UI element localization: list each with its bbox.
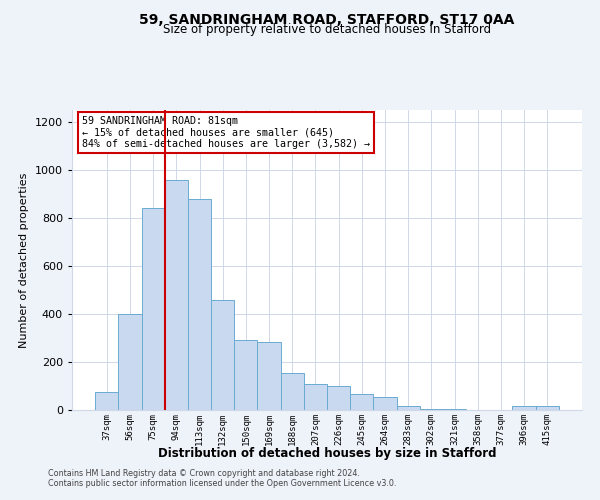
Bar — [257, 342, 281, 410]
Bar — [188, 199, 211, 410]
Bar — [536, 406, 559, 410]
Bar — [142, 208, 165, 410]
Bar — [512, 406, 536, 410]
Y-axis label: Number of detached properties: Number of detached properties — [19, 172, 29, 348]
Text: Contains public sector information licensed under the Open Government Licence v3: Contains public sector information licen… — [48, 478, 397, 488]
Text: Size of property relative to detached houses in Stafford: Size of property relative to detached ho… — [163, 22, 491, 36]
Text: Contains HM Land Registry data © Crown copyright and database right 2024.: Contains HM Land Registry data © Crown c… — [48, 468, 360, 477]
Bar — [373, 397, 397, 410]
Bar — [234, 340, 257, 410]
Bar — [304, 384, 327, 410]
Bar — [397, 406, 420, 410]
Bar — [350, 394, 373, 410]
Bar — [420, 409, 443, 410]
Text: Distribution of detached houses by size in Stafford: Distribution of detached houses by size … — [158, 448, 496, 460]
Bar — [118, 314, 142, 410]
Text: 59, SANDRINGHAM ROAD, STAFFORD, ST17 0AA: 59, SANDRINGHAM ROAD, STAFFORD, ST17 0AA — [139, 12, 515, 26]
Bar — [165, 180, 188, 410]
Bar — [211, 300, 234, 410]
Bar — [327, 386, 350, 410]
Bar — [443, 409, 466, 410]
Bar — [95, 392, 118, 410]
Bar — [281, 373, 304, 410]
Text: 59 SANDRINGHAM ROAD: 81sqm
← 15% of detached houses are smaller (645)
84% of sem: 59 SANDRINGHAM ROAD: 81sqm ← 15% of deta… — [82, 116, 370, 149]
